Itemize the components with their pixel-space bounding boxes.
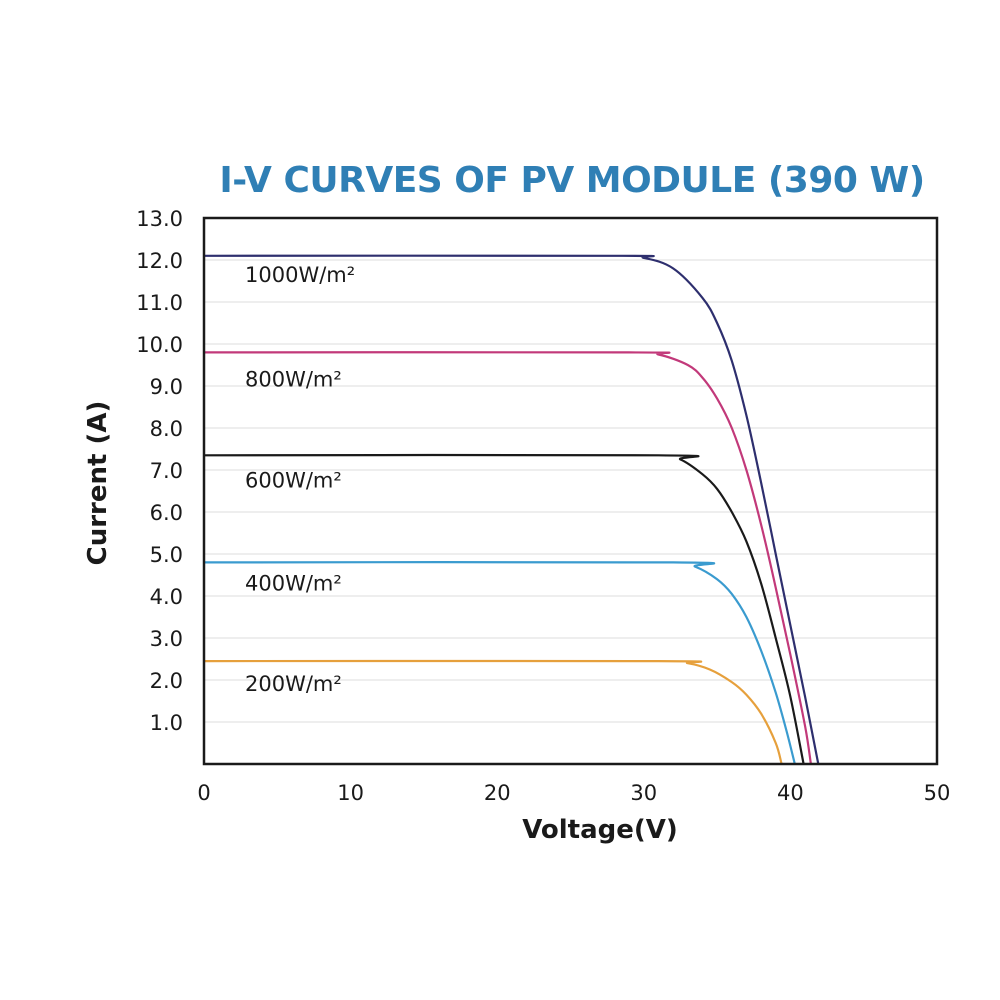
plot-area-frame (202, 216, 939, 766)
curve-labels: 1000W/m² 800W/m² 600W/m² 400W/m² 200W/m² (245, 263, 355, 696)
x-axis-ticks: 0 10 20 30 40 50 (197, 781, 950, 805)
curve-200w (203, 659, 783, 765)
curve-800w (203, 351, 812, 765)
curve-label-200w: 200W/m² (245, 672, 342, 696)
curves (203, 254, 820, 765)
y-tick-label: 7.0 (150, 459, 183, 483)
y-tick-label: 1.0 (150, 711, 183, 735)
curve-1000w (203, 254, 820, 765)
x-tick-label: 10 (337, 781, 364, 805)
curve-label-800w: 800W/m² (245, 367, 342, 391)
curve-label-1000w: 1000W/m² (245, 263, 355, 287)
y-tick-label: 5.0 (150, 543, 183, 567)
y-tick-label: 12.0 (136, 249, 183, 273)
y-tick-label: 9.0 (150, 375, 183, 399)
y-tick-label: 8.0 (150, 417, 183, 441)
y-tick-label: 13.0 (136, 207, 183, 231)
y-axis-ticks: 1.0 2.0 3.0 4.0 5.0 6.0 7.0 8.0 9.0 10.0 11.0 12.0 1… (136, 207, 183, 735)
x-tick-label: 0 (197, 781, 210, 805)
x-tick-label: 20 (484, 781, 511, 805)
curve-label-400w: 400W/m² (245, 571, 342, 595)
y-tick-label: 10.0 (136, 333, 183, 357)
grid-lines (204, 259, 937, 723)
curve-600w (203, 453, 805, 765)
y-tick-label: 3.0 (150, 627, 183, 651)
curve-400w (203, 560, 796, 765)
x-tick-label: 50 (924, 781, 951, 805)
chart-title: I-V CURVES OF PV MODULE (390 W) (219, 160, 925, 201)
y-tick-label: 6.0 (150, 501, 183, 525)
x-tick-label: 40 (777, 781, 804, 805)
x-tick-label: 30 (630, 781, 657, 805)
y-axis-label: Current (A) (83, 401, 113, 566)
y-tick-label: 4.0 (150, 585, 183, 609)
x-axis-label: Voltage(V) (522, 815, 678, 845)
y-tick-label: 11.0 (136, 291, 183, 315)
y-tick-label: 2.0 (150, 669, 183, 693)
curve-label-600w: 600W/m² (245, 468, 342, 492)
